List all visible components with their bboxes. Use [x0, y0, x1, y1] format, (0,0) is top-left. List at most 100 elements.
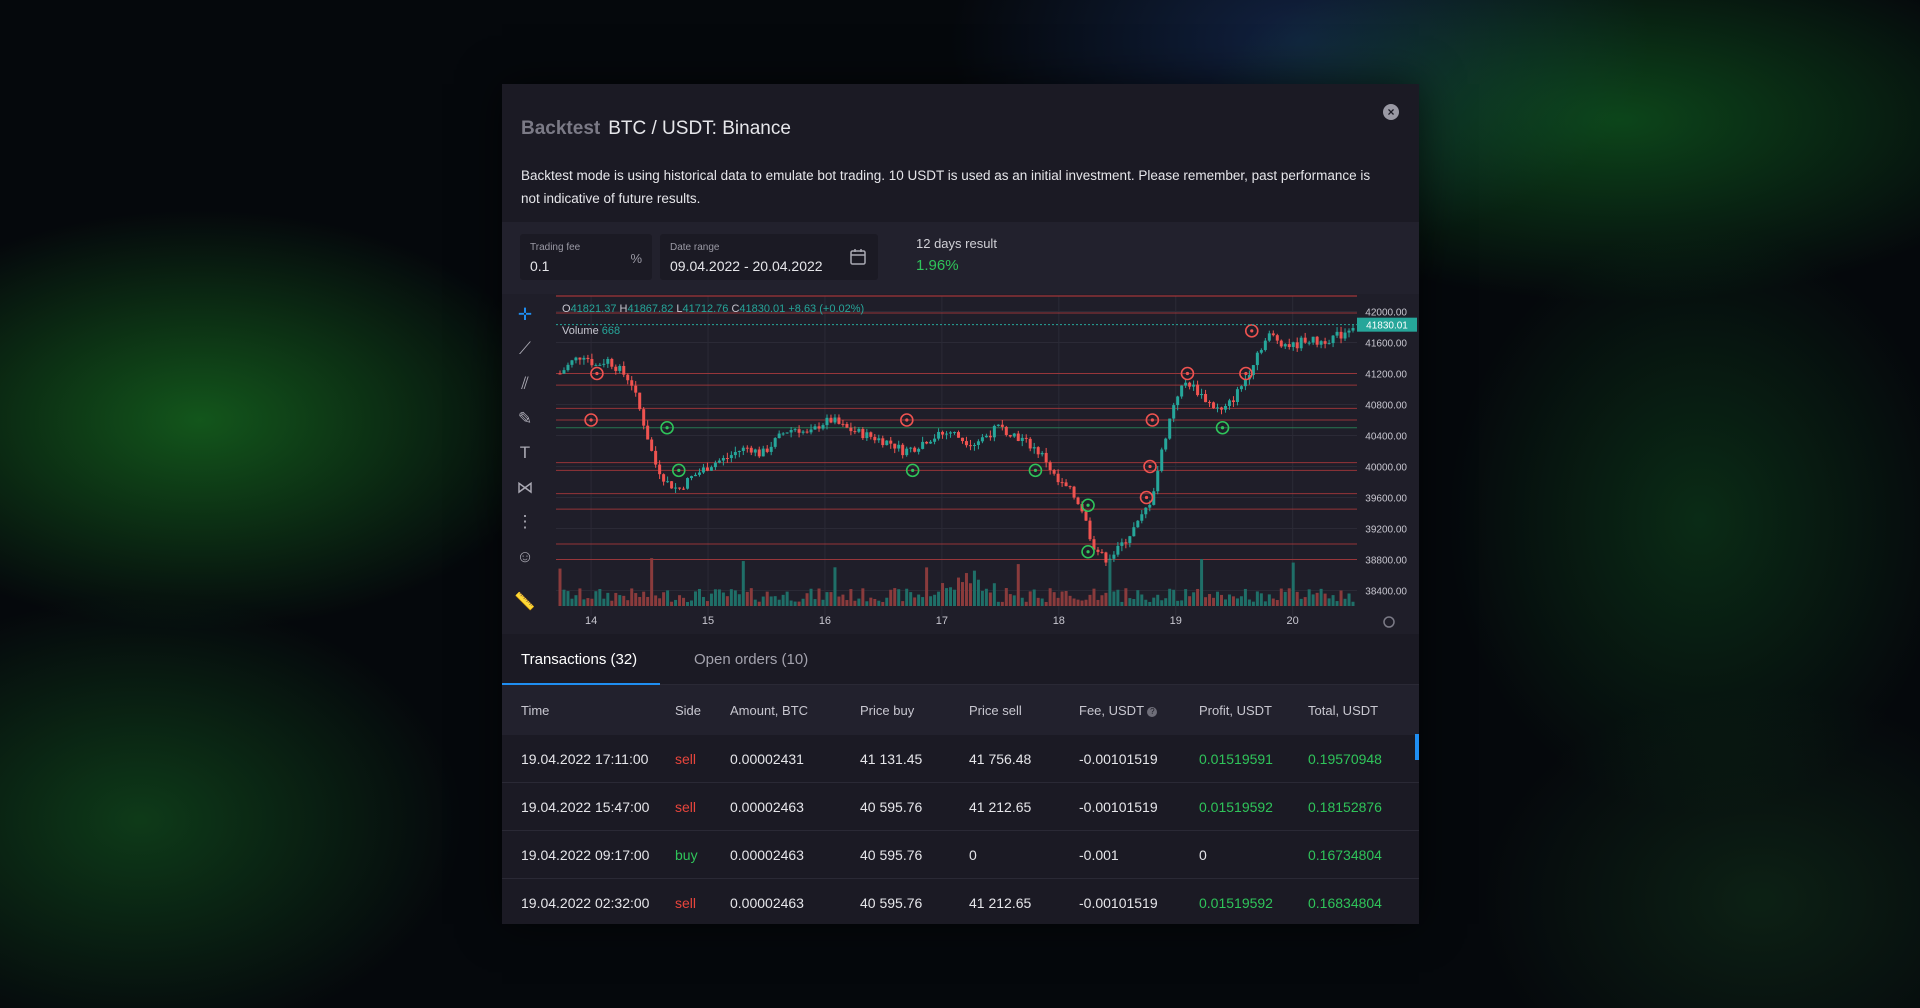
volume-bar	[913, 597, 917, 606]
text-icon[interactable]: T	[519, 443, 531, 462]
ruler-icon[interactable]: 📏	[514, 592, 536, 611]
candle-body	[968, 445, 972, 447]
trading-fee-unit: %	[630, 251, 642, 266]
volume-bar	[941, 583, 945, 606]
candle-body	[1204, 393, 1208, 403]
volume-bar	[1124, 588, 1128, 606]
volume-bar	[865, 601, 869, 606]
candle-body	[929, 441, 933, 444]
volume-bar	[889, 589, 893, 606]
candle-body	[1247, 375, 1251, 380]
table-scrollbar[interactable]	[1415, 734, 1419, 760]
candle-body	[893, 443, 897, 449]
pattern-icon[interactable]: ⋈	[516, 478, 534, 497]
candle-body	[610, 358, 614, 367]
volume-bar	[1140, 594, 1144, 606]
candle-body	[741, 447, 745, 451]
close-icon[interactable]: ×	[1383, 104, 1399, 120]
x-tick-label: 15	[702, 615, 714, 627]
buy-marker	[1081, 544, 1095, 559]
volume-label: Volume	[562, 325, 602, 337]
candle-body	[594, 365, 598, 367]
forecast-icon[interactable]: ⋮	[516, 512, 534, 531]
volume-bar	[945, 588, 949, 606]
table-row[interactable]: 19.04.2022 15:47:00 sell 0.00002463 40 595.…	[502, 783, 1419, 831]
trading-fee-input[interactable]: 0.1	[530, 258, 550, 274]
x-tick-label: 14	[585, 615, 597, 627]
help-icon[interactable]: ?	[1147, 706, 1158, 717]
candle-body	[1056, 473, 1060, 483]
result-block: 12 days result 1.96%	[916, 236, 997, 274]
buy-marker	[1215, 420, 1230, 435]
cell-profit: 0.01519592	[1199, 799, 1273, 815]
volume-bar	[817, 588, 821, 606]
tab-open-orders[interactable]: Open orders (10)	[694, 651, 809, 668]
volume-bar	[825, 592, 829, 606]
volume-bar	[1303, 597, 1307, 606]
cell-side: sell	[675, 895, 697, 911]
volume-bar	[809, 588, 813, 606]
date-range-input[interactable]: 09.04.2022 - 20.04.2022	[670, 258, 823, 274]
sell-marker	[1143, 459, 1157, 474]
table-row[interactable]: 19.04.2022 09:17:00 buy 0.00002463 40 595.7…	[502, 831, 1419, 879]
y-tick-label: 41200.00	[1365, 370, 1407, 381]
volume-bar	[749, 588, 753, 606]
volume-bar	[614, 592, 618, 606]
volume-bar	[929, 596, 933, 606]
volume-bar	[1327, 598, 1331, 606]
candle-body	[793, 429, 797, 431]
volume-bar	[1000, 601, 1004, 606]
volume-bar	[1275, 600, 1279, 606]
buy-marker-dot	[665, 426, 669, 430]
candle-body	[1259, 350, 1263, 353]
volume-bar	[721, 592, 725, 606]
trendline-icon[interactable]: ⟋	[519, 339, 531, 358]
volume-bar	[1295, 591, 1299, 606]
table-row[interactable]: 19.04.2022 17:11:00 sell 0.00002431 41 131.…	[502, 735, 1419, 783]
buy-marker-dot	[1086, 503, 1090, 507]
candle-body	[849, 427, 853, 432]
candle-body	[984, 435, 988, 438]
volume-bar	[964, 573, 968, 606]
candle-body	[761, 448, 765, 457]
candle-body	[1068, 486, 1072, 488]
volume-bar	[606, 592, 610, 606]
candle-body	[1307, 342, 1311, 344]
volume-bar	[777, 599, 781, 606]
volume-bar	[1299, 598, 1303, 606]
table-row[interactable]: 19.04.2022 02:32:00 sell 0.00002463 40 595.…	[502, 879, 1419, 924]
candle-body	[642, 409, 646, 426]
volume-bar	[610, 600, 614, 606]
candle-body	[1263, 340, 1267, 351]
price-chart[interactable]: 42000.00 41600.00 41200.00 40800.00 40400.00…	[552, 294, 1419, 634]
calendar-icon[interactable]	[850, 248, 866, 265]
cell-price-buy: 41 131.45	[860, 751, 923, 767]
sell-marker	[584, 413, 598, 427]
volume-bar	[590, 598, 594, 606]
tabs-bar: Transactions (32) Open orders (10)	[502, 634, 1419, 685]
cell-total: 0.19570948	[1308, 751, 1382, 767]
pitchfork-icon[interactable]: ⫽	[521, 374, 529, 393]
volume-bar	[1223, 599, 1227, 606]
y-tick-label: 39600.00	[1365, 494, 1407, 505]
crosshair-icon[interactable]: ✛	[517, 305, 533, 324]
backtest-modal: Backtest BTC / USDT: Binance × Backtest m…	[502, 84, 1419, 924]
volume-bar	[988, 592, 992, 606]
candle-body	[1255, 352, 1259, 366]
candle-body	[566, 364, 570, 371]
brush-icon[interactable]: ✎	[517, 409, 533, 428]
buy-marker-dot	[911, 468, 915, 472]
settings-icon[interactable]	[1383, 616, 1395, 628]
candle-body	[960, 437, 964, 442]
volume-bar	[949, 587, 953, 606]
volume-bar	[1096, 599, 1100, 606]
legend-c: 41830.01	[739, 303, 788, 315]
volume-bar	[1112, 591, 1116, 606]
emoji-icon[interactable]: ☺	[516, 547, 534, 566]
candle-body	[1303, 337, 1307, 343]
tab-transactions[interactable]: Transactions (32)	[521, 651, 638, 668]
date-range-field[interactable]: Date range 09.04.2022 - 20.04.2022	[660, 234, 878, 280]
volume-bar	[1068, 595, 1072, 606]
trading-fee-field[interactable]: Trading fee 0.1 %	[520, 234, 652, 280]
volume-bar	[1231, 596, 1235, 606]
